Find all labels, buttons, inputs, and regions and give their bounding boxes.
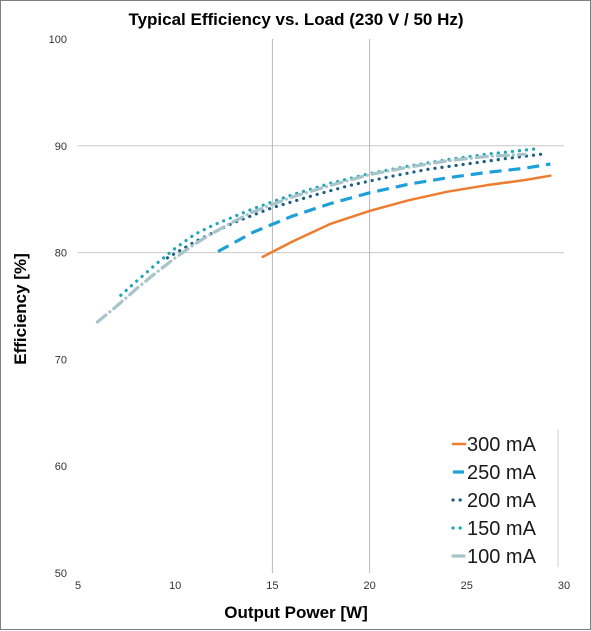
series-line [95, 152, 527, 324]
x-tick-label: 20 [363, 580, 375, 592]
series-line [217, 162, 551, 253]
legend-label: 200 mA [467, 490, 537, 512]
x-tick-label: 25 [461, 580, 473, 592]
tick-labels: 50 60 70 80 90 100 5 10 15 20 25 30 [49, 34, 570, 592]
series-lines [95, 147, 552, 324]
legend-label: 100 mA [467, 546, 537, 568]
y-tick-label: 50 [55, 568, 67, 580]
chart-title: Typical Efficiency vs. Load (230 V / 50 … [128, 10, 463, 29]
series-line [165, 152, 543, 260]
x-tick-label: 5 [75, 580, 81, 592]
y-axis-label: Efficiency [%] [11, 253, 30, 364]
legend-label: 150 mA [467, 518, 537, 540]
y-tick-label: 80 [55, 248, 67, 260]
y-tick-label: 70 [55, 354, 67, 366]
legend-label: 250 mA [467, 462, 537, 484]
series-line [119, 147, 537, 297]
x-tick-label: 15 [266, 580, 278, 592]
grid-lines [78, 39, 564, 573]
x-tick-label: 10 [169, 580, 181, 592]
legend: 300 mA 250 mA 200 mA 150 mA 100 mA [451, 429, 559, 568]
series-line [261, 174, 552, 259]
x-tick-label: 30 [558, 580, 570, 592]
legend-label: 300 mA [467, 434, 537, 456]
y-tick-label: 90 [55, 141, 67, 153]
y-tick-label: 60 [55, 461, 67, 473]
x-axis-label: Output Power [W] [224, 603, 368, 622]
y-tick-label: 100 [49, 34, 67, 46]
